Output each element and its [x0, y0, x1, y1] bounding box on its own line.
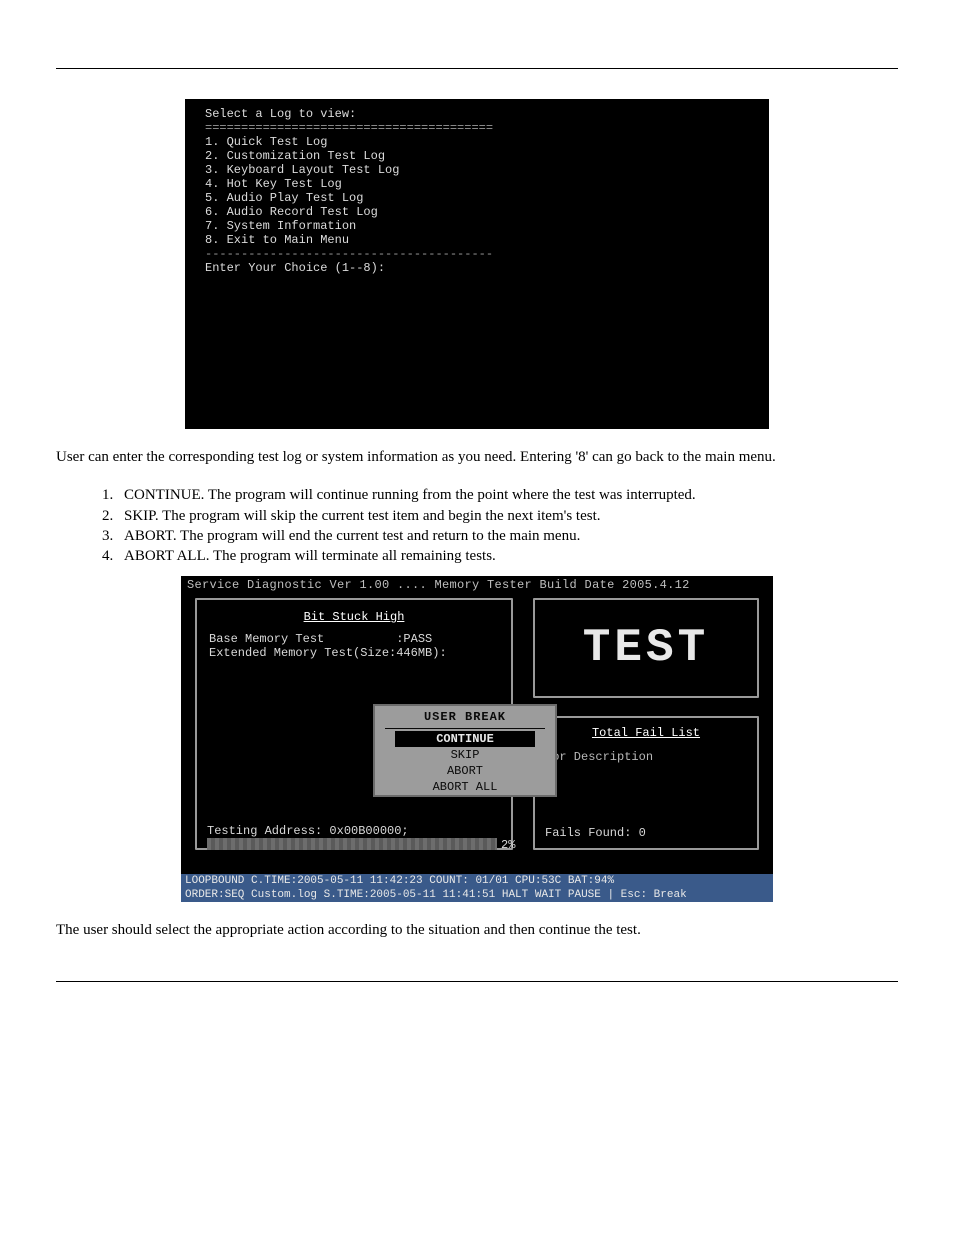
log-menu-item[interactable]: 1. Quick Test Log [205, 135, 759, 149]
log-menu-item[interactable]: 3. Keyboard Layout Test Log [205, 163, 759, 177]
list-index: 3. [102, 526, 124, 546]
dialog-title: USER BREAK [375, 706, 555, 726]
user-break-dialog: USER BREAK CONTINUE SKIP ABORT ABORT ALL [373, 704, 557, 797]
test-label: TEST [535, 600, 757, 696]
dialog-option-abort[interactable]: ABORT [375, 763, 555, 779]
fail-list-heading: Total Fail List [545, 726, 747, 740]
list-index: 2. [102, 506, 124, 526]
top-rule [56, 68, 898, 69]
dialog-option-abort-all[interactable]: ABORT ALL [375, 779, 555, 795]
list-text: ABORT. The program will end the current … [124, 526, 898, 546]
log-menu-item[interactable]: 4. Hot Key Test Log [205, 177, 759, 191]
bottom-rule [56, 981, 898, 982]
status-bar-2: ORDER:SEQ Custom.log S.TIME:2005-05-11 1… [181, 888, 773, 902]
paragraph: User can enter the corresponding test lo… [56, 447, 898, 467]
log-menu-title: Select a Log to view: [205, 107, 759, 121]
diag-title: Service Diagnostic Ver 1.00 .... Memory … [187, 578, 690, 592]
status-bar-1: LOOPBOUND C.TIME:2005-05-11 11:42:23 COU… [181, 874, 773, 888]
diag-left-heading: Bit Stuck High [209, 610, 499, 624]
diag-testing-address: Testing Address: 0x00B00000; [207, 824, 409, 838]
progress-bar [207, 838, 497, 850]
log-menu-item[interactable]: 7. System Information [205, 219, 759, 233]
log-menu-item[interactable]: 5. Audio Play Test Log [205, 191, 759, 205]
diag-fail-panel: Total Fail List ror Description Fails Fo… [533, 716, 759, 850]
log-menu-prompt[interactable]: Enter Your Choice (1--8): [205, 261, 759, 275]
list-text: CONTINUE. The program will continue runn… [124, 485, 898, 505]
list-index: 4. [102, 546, 124, 566]
option-list: 1. CONTINUE. The program will continue r… [102, 485, 898, 566]
log-menu-sep-bot: ---------------------------------------- [205, 247, 759, 261]
diag-test-panel: TEST [533, 598, 759, 698]
log-menu-sep-top: ======================================== [205, 121, 759, 135]
log-menu-terminal: Select a Log to view: ==================… [185, 99, 769, 429]
list-index: 1. [102, 485, 124, 505]
paragraph: The user should select the appropriate a… [56, 920, 898, 940]
log-menu-item[interactable]: 2. Customization Test Log [205, 149, 759, 163]
fails-found: Fails Found: 0 [545, 826, 646, 840]
dialog-rule [385, 728, 545, 729]
diagnostic-screen: Service Diagnostic Ver 1.00 .... Memory … [181, 576, 773, 902]
list-text: ABORT ALL. The program will terminate al… [124, 546, 898, 566]
dialog-option-continue[interactable]: CONTINUE [395, 731, 535, 747]
diag-left-line: Extended Memory Test(Size:446MB): [209, 646, 499, 660]
list-text: SKIP. The program will skip the current … [124, 506, 898, 526]
progress-percent: 2% [501, 838, 515, 852]
diag-left-line: Base Memory Test :PASS [209, 632, 499, 646]
log-menu-item[interactable]: 8. Exit to Main Menu [205, 233, 759, 247]
fail-list-columns: ror Description [545, 750, 747, 764]
dialog-option-skip[interactable]: SKIP [375, 747, 555, 763]
log-menu-item[interactable]: 6. Audio Record Test Log [205, 205, 759, 219]
